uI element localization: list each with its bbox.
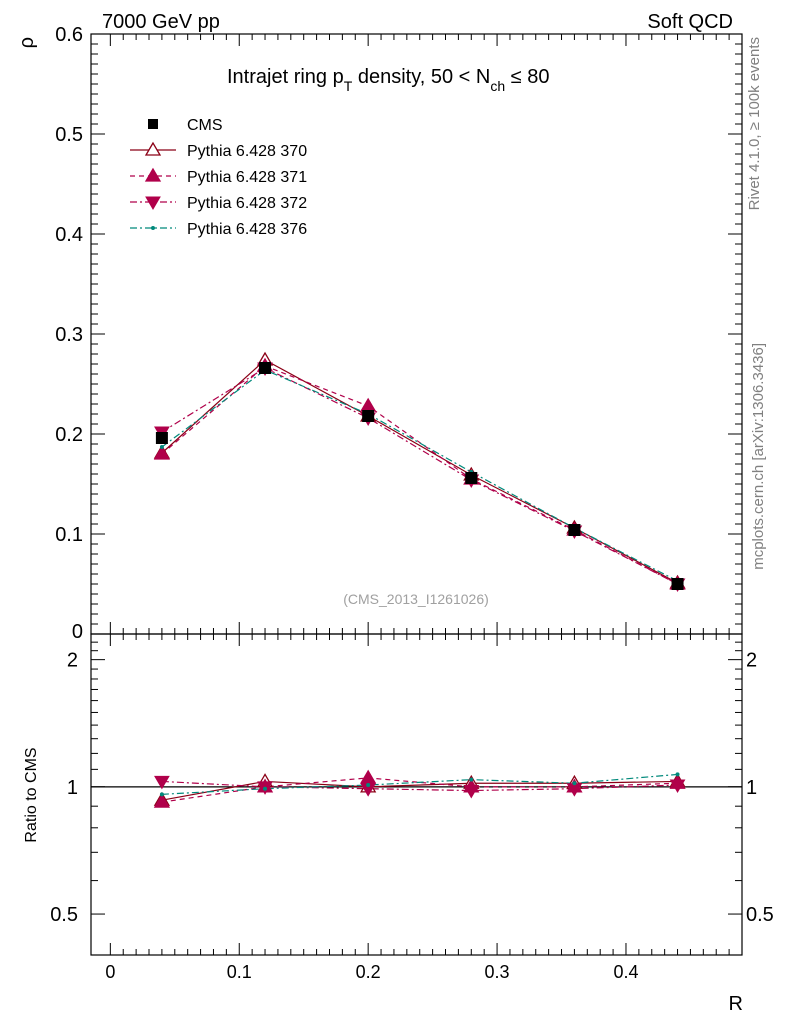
ratio-point-pythia-6-428-376 — [263, 786, 268, 791]
ratio-point-pythia-6-428-376 — [469, 777, 474, 782]
ratio-point-pythia-6-428-371 — [153, 793, 171, 808]
legend-label-pythia-6-428-371: Pythia 6.428 371 — [187, 169, 307, 186]
ratio-line-pythia-6-428-372 — [161, 780, 678, 792]
ratio-point-pythia-6-428-376 — [159, 792, 164, 797]
ratio-axis-label: Ratio to CMS — [23, 747, 40, 842]
ratio-point-pythia-6-428-372 — [463, 785, 480, 799]
x-tick-label: 0.1 — [227, 962, 252, 982]
ratio-line-pythia-6-428-370 — [161, 780, 678, 801]
y-tick-label: 0 — [72, 621, 83, 643]
series-line-pythia-6-428-370 — [161, 359, 678, 584]
data-point-cms — [362, 410, 375, 422]
legend-marker-pythia-6-428-376 — [151, 226, 155, 230]
legend-label-cms: CMS — [187, 117, 223, 134]
legend-marker-pythia-6-428-370 — [144, 141, 162, 156]
data-point-cms — [465, 472, 478, 484]
ratio-point-pythia-6-428-376 — [572, 781, 577, 786]
ratio-point-pythia-6-428-372 — [154, 775, 170, 790]
rivet-label: Rivet 4.1.0, ≥ 100k events — [746, 37, 763, 210]
data-point-pythia-6-428-371 — [153, 445, 171, 460]
legend-label-pythia-6-428-376: Pythia 6.428 376 — [187, 221, 307, 238]
ratio-point-pythia-6-428-376 — [366, 783, 371, 788]
series-line-pythia-6-428-376 — [161, 369, 678, 582]
data-point-cms — [671, 578, 684, 590]
y-tick-label: 0.1 — [55, 524, 83, 546]
analysis-watermark: (CMS_2013_I1261026) — [343, 591, 489, 607]
ratio-point-pythia-6-428-376 — [675, 772, 680, 777]
y-axis-label: ρ — [16, 37, 38, 48]
ratio-point-pythia-6-428-372 — [669, 779, 686, 794]
y-tick-label: 0.2 — [55, 424, 83, 446]
ratio-tick-label-right: 0.5 — [746, 904, 774, 926]
ratio-tick-label-right: 1 — [746, 777, 757, 799]
ratio-tick-label: 0.5 — [50, 904, 78, 926]
ratio-plot-frame — [90, 633, 743, 956]
mcplots-label: mcplots.cern.ch [arXiv:1306.3436] — [750, 343, 767, 570]
data-point-pythia-6-428-376 — [159, 445, 164, 449]
header-left: 7000 GeV pp — [102, 11, 220, 33]
series-line-pythia-6-428-372 — [161, 367, 678, 585]
x-tick-label: 0 — [105, 962, 115, 982]
legend-label-pythia-6-428-370: Pythia 6.428 370 — [187, 143, 307, 160]
chart-title: Intrajet ring pT density, 50 < Nch ≤ 80 — [227, 66, 549, 94]
y-tick-label: 0.3 — [55, 324, 83, 346]
legend-marker-cms — [148, 119, 158, 129]
legend-label-pythia-6-428-372: Pythia 6.428 372 — [187, 195, 307, 212]
x-tick-label: 0.4 — [613, 962, 638, 982]
legend-marker-pythia-6-428-372 — [145, 196, 161, 210]
data-point-cms — [155, 432, 168, 444]
x-axis-label: R — [729, 993, 743, 1015]
data-point-pythia-6-428-371 — [360, 397, 377, 412]
y-tick-label: 0.6 — [55, 24, 83, 46]
ratio-point-pythia-6-428-371 — [360, 769, 377, 784]
series-line-pythia-6-428-371 — [161, 365, 678, 585]
data-point-cms — [568, 524, 581, 536]
y-tick-label: 0.4 — [55, 224, 83, 246]
y-tick-label: 0.5 — [55, 124, 83, 146]
header-right: Soft QCD — [647, 11, 733, 33]
ratio-line-pythia-6-428-376 — [161, 773, 678, 795]
x-tick-label: 0.2 — [356, 962, 381, 982]
data-point-cms — [259, 362, 272, 374]
ratio-tick-label-right: 2 — [746, 650, 757, 672]
ratio-tick-label: 1 — [67, 777, 78, 799]
x-tick-label: 0.3 — [485, 962, 510, 982]
legend-marker-pythia-6-428-371 — [144, 167, 162, 182]
ratio-tick-label: 2 — [67, 650, 78, 672]
